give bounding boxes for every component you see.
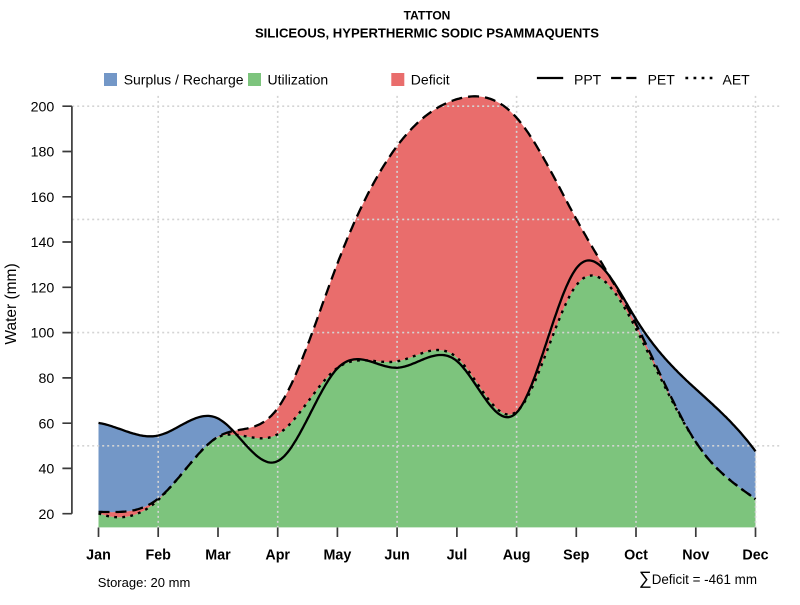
svg-text:80: 80: [39, 371, 55, 387]
svg-text:Surplus / Recharge: Surplus / Recharge: [124, 72, 244, 88]
svg-text:140: 140: [31, 235, 55, 251]
svg-text:100: 100: [31, 326, 55, 342]
svg-text:Mar: Mar: [205, 548, 231, 564]
svg-text:AET: AET: [723, 72, 751, 88]
svg-text:Storage: 20 mm: Storage: 20 mm: [98, 575, 191, 590]
svg-text:PPT: PPT: [574, 72, 602, 88]
svg-text:May: May: [323, 548, 351, 564]
svg-text:Jun: Jun: [384, 548, 409, 564]
svg-text:Dec: Dec: [742, 548, 768, 564]
svg-text:Aug: Aug: [503, 548, 531, 564]
svg-text:Utilization: Utilization: [268, 72, 329, 88]
svg-text:60: 60: [39, 416, 55, 432]
svg-text:Apr: Apr: [265, 548, 290, 564]
svg-text:∑: ∑: [639, 568, 652, 588]
svg-text:200: 200: [31, 99, 55, 115]
svg-text:Deficit: Deficit: [411, 72, 450, 88]
svg-text:Deficit = -461 mm: Deficit = -461 mm: [652, 572, 757, 587]
svg-text:Nov: Nov: [682, 548, 709, 564]
svg-text:Oct: Oct: [624, 548, 648, 564]
svg-text:SILICEOUS, HYPERTHERMIC SODIC: SILICEOUS, HYPERTHERMIC SODIC PSAMMAQUEN…: [255, 26, 599, 41]
svg-text:Feb: Feb: [145, 548, 171, 564]
svg-text:Water (mm): Water (mm): [3, 263, 20, 344]
svg-text:20: 20: [39, 507, 55, 523]
svg-text:160: 160: [31, 190, 55, 206]
svg-text:Jul: Jul: [447, 548, 468, 564]
svg-text:TATTON: TATTON: [404, 9, 451, 23]
svg-text:PET: PET: [648, 72, 676, 88]
svg-text:Jan: Jan: [86, 548, 111, 564]
svg-text:40: 40: [39, 462, 55, 478]
svg-text:180: 180: [31, 145, 55, 161]
svg-text:Sep: Sep: [563, 548, 589, 564]
svg-text:120: 120: [31, 280, 55, 296]
